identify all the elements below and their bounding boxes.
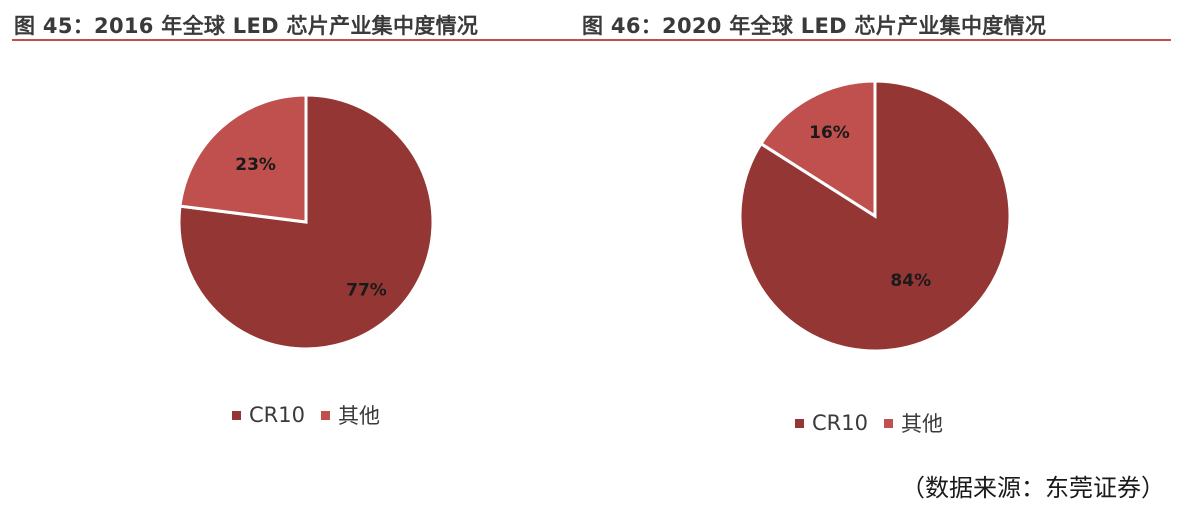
data-source-note: （数据来源：东莞证券） [901, 474, 1165, 502]
legend-label-other: 其他 [900, 412, 943, 436]
legend-2016: CR10 其他 [232, 400, 396, 430]
pie-slice-other [758, 79, 877, 219]
legend-swatch-cr10 [795, 418, 804, 428]
pie-slice-other [178, 93, 308, 224]
data-label-other: 16% [809, 123, 850, 143]
data-label-cr10: 84% [890, 271, 931, 291]
legend-item-cr10: CR10 [795, 411, 868, 435]
legend-2020: CR10 其他 [795, 408, 959, 438]
pie-slice-cr10 [177, 93, 435, 351]
pie-chart-2020: 84% 16% [738, 79, 1012, 353]
legend-label-cr10: CR10 [249, 403, 305, 427]
legend-label-other: 其他 [337, 404, 380, 428]
figure-45-title: 图 45：2016 年全球 LED 芯片产业集中度情况 [14, 14, 479, 38]
data-label-cr10: 77% [346, 281, 387, 301]
pie-chart-2016: 77% 23% [177, 93, 435, 351]
legend-label-cr10: CR10 [812, 411, 868, 435]
legend-item-other: 其他 [883, 408, 943, 438]
data-label-other: 23% [235, 155, 276, 175]
legend-swatch-other [883, 418, 893, 428]
legend-item-other: 其他 [320, 400, 380, 430]
figure-46-title: 图 46：2020 年全球 LED 芯片产业集中度情况 [582, 14, 1047, 38]
legend-swatch-cr10 [232, 410, 241, 420]
title-divider [12, 39, 1171, 41]
legend-swatch-other [320, 410, 330, 420]
legend-item-cr10: CR10 [232, 403, 305, 427]
